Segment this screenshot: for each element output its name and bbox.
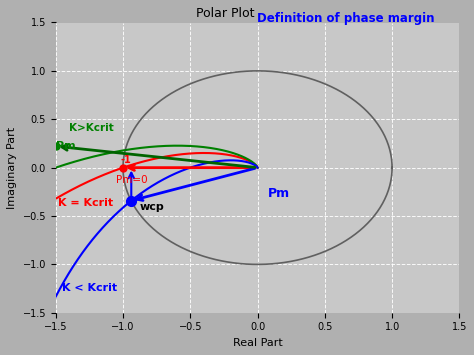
Title: Polar Plot: Polar Plot <box>196 7 255 20</box>
Text: K = Kcrit: K = Kcrit <box>58 198 114 208</box>
Text: Pm: Pm <box>268 187 291 200</box>
Text: -1: -1 <box>120 155 131 165</box>
X-axis label: Real Part: Real Part <box>233 338 283 348</box>
Text: K < Kcrit: K < Kcrit <box>63 284 118 294</box>
Text: Pm: Pm <box>56 141 75 151</box>
Y-axis label: Imaginary Part: Imaginary Part <box>7 127 17 209</box>
Text: Pm=0: Pm=0 <box>116 175 148 185</box>
Text: K>Kcrit: K>Kcrit <box>69 123 114 133</box>
Text: wcp: wcp <box>139 202 164 212</box>
Text: Definition of phase margin: Definition of phase margin <box>257 12 435 26</box>
